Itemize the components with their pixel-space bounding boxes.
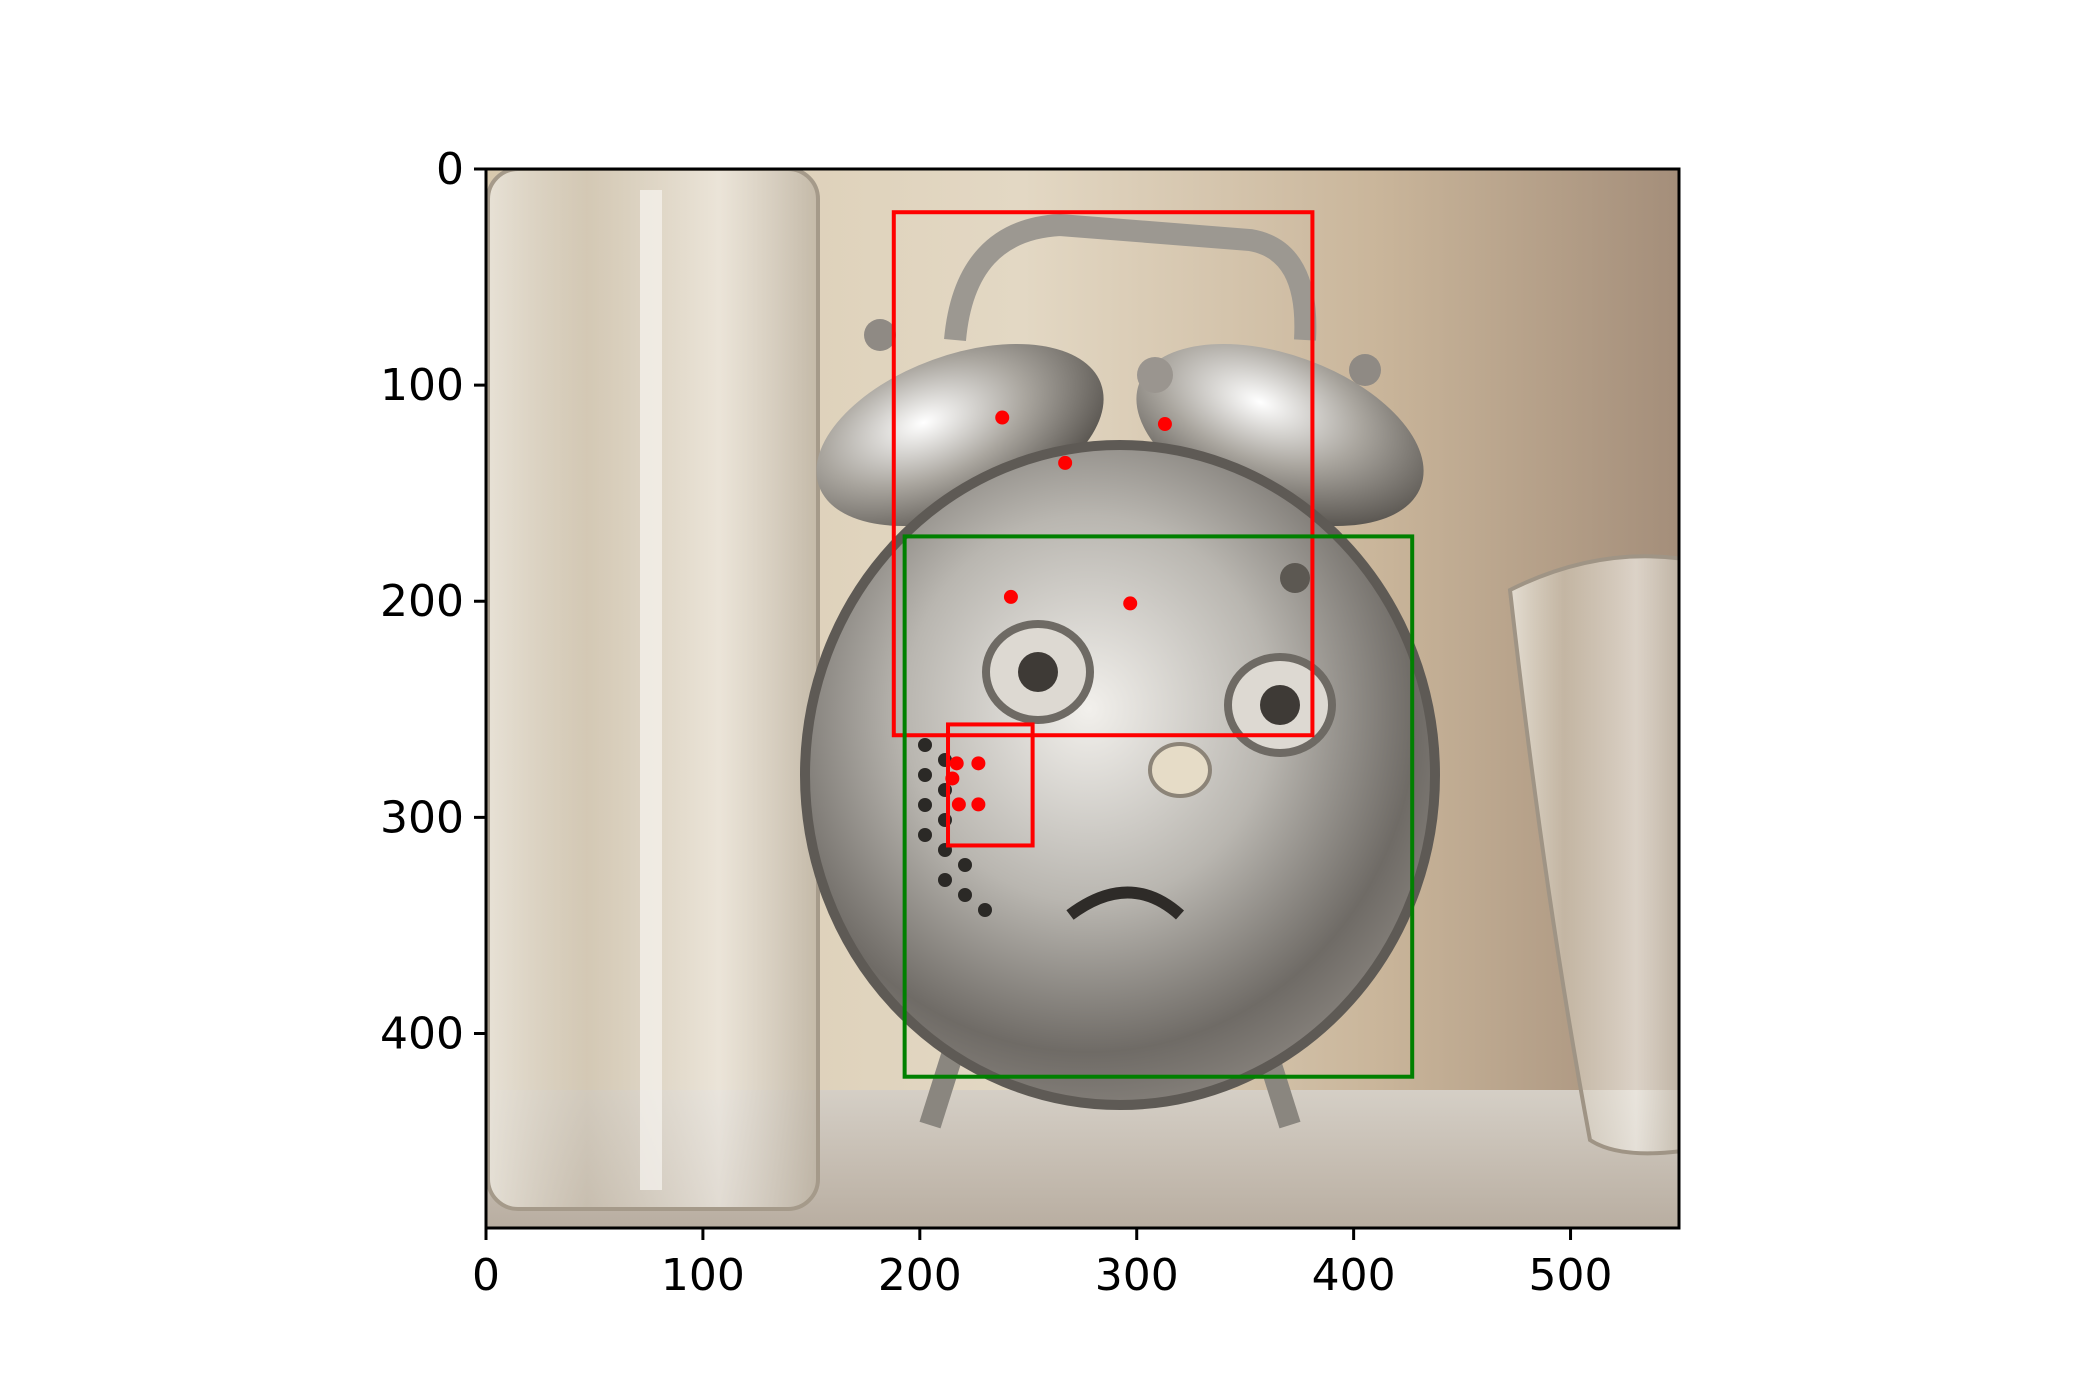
x-tick-label: 0 [472,1250,500,1301]
keypoint-6 [949,756,964,771]
x-tick-label: 500 [1529,1250,1613,1301]
left-glass-highlight [640,190,662,1190]
keypoint-7 [971,756,986,771]
nose [1148,742,1212,798]
y-tick-label: 300 [380,792,464,843]
x-tick-label: 200 [878,1250,962,1301]
red-box-3 [946,722,1035,848]
x-axis: 0 100 200 300 400 500 [472,1228,1613,1301]
keypoint-5 [1123,596,1138,611]
left-pupil [1018,652,1058,692]
screw [1280,563,1310,593]
y-tick-label: 100 [380,360,464,411]
red-box-1 [891,210,1315,738]
x-tick-label: 300 [1095,1250,1179,1301]
y-axis: 0 100 200 300 400 [380,144,486,1059]
green-box-2 [902,534,1415,1079]
annotation-overlay [891,210,1415,1079]
x-tick-label: 400 [1312,1250,1396,1301]
keypoint-9 [951,797,966,812]
y-tick-label: 400 [380,1008,464,1059]
y-tick-label: 200 [380,576,464,627]
keypoint-8 [945,771,960,786]
clock-handle [944,213,1317,342]
y-tick-label: 0 [436,144,464,195]
image-frame [484,167,1681,1230]
right-glass [1507,554,1679,1156]
keypoint-2 [1157,417,1172,432]
keypoint-4 [1003,589,1018,604]
bell-knob-left [864,319,896,351]
keypoint-3 [1058,455,1073,470]
keypoint-10 [971,797,986,812]
clock-body [800,440,1440,1110]
photo [486,169,1679,1228]
keypoint-1 [995,410,1010,425]
speaker-holes [918,738,992,917]
bell-knob-right [1349,354,1381,386]
right-pupil [1260,685,1300,725]
mouth [1066,886,1185,920]
bell-knob-center [1137,357,1173,393]
x-tick-label: 100 [661,1250,745,1301]
